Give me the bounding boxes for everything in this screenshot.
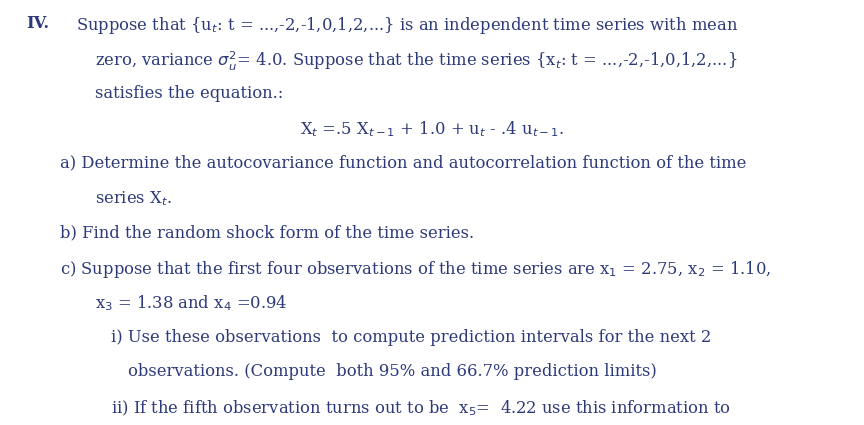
Text: x$_3$ = 1.38 and x$_4$ =0.94: x$_3$ = 1.38 and x$_4$ =0.94 (95, 294, 288, 313)
Text: c) Suppose that the first four observations of the time series are x$_1$ = 2.75,: c) Suppose that the first four observati… (60, 259, 772, 280)
Text: observations. (Compute  both 95% and 66.7% prediction limits): observations. (Compute both 95% and 66.7… (128, 363, 657, 380)
Text: series X$_t$.: series X$_t$. (95, 189, 172, 208)
Text: satisfies the equation.:: satisfies the equation.: (95, 85, 283, 102)
Text: ii) If the fifth observation turns out to be  x$_5$=  4.22 use this information : ii) If the fifth observation turns out t… (111, 398, 730, 418)
Text: b) Find the random shock form of the time series.: b) Find the random shock form of the tim… (60, 224, 474, 241)
Text: Suppose that {u$_t$: t = ...,-2,-1,0,1,2,...} is an independent time series with: Suppose that {u$_t$: t = ...,-2,-1,0,1,2… (76, 15, 738, 36)
Text: zero, variance $\sigma_u^2$= 4.0. Suppose that the time series {x$_t$: t = ...,-: zero, variance $\sigma_u^2$= 4.0. Suppos… (95, 50, 738, 73)
Text: IV.: IV. (26, 15, 49, 32)
Text: a) Determine the autocovariance function and autocorrelation function of the tim: a) Determine the autocovariance function… (60, 154, 746, 171)
Text: X$_t$ =.5 X$_{t-1}$ + 1.0 + u$_t$ - .4 u$_{t-1}$.: X$_t$ =.5 X$_{t-1}$ + 1.0 + u$_t$ - .4 u… (300, 119, 564, 139)
Text: i) Use these observations  to compute prediction intervals for the next 2: i) Use these observations to compute pre… (111, 329, 711, 346)
